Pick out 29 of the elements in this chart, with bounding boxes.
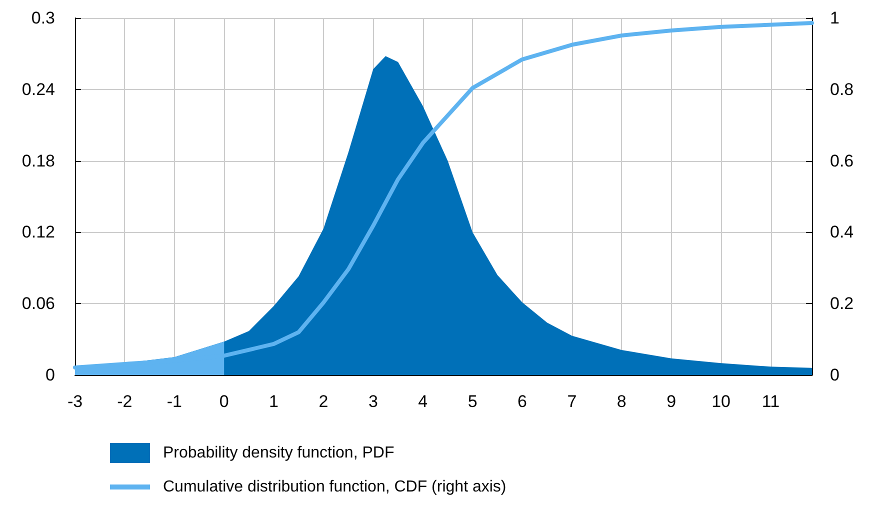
y-tick-label: 0.06 bbox=[22, 294, 55, 314]
x-tick-label: 9 bbox=[666, 392, 676, 411]
y2-tick-label: 0.6 bbox=[830, 151, 854, 170]
y2-tick-label: 0.4 bbox=[830, 222, 854, 242]
x-tick-label: 5 bbox=[468, 392, 478, 411]
x-tick-label: 8 bbox=[616, 392, 626, 411]
y2-tick-label: 0.2 bbox=[830, 294, 854, 314]
y-tick-label: 0 bbox=[46, 366, 55, 384]
x-tick-label: -2 bbox=[117, 392, 132, 411]
y-tick-label: 0.24 bbox=[22, 80, 55, 99]
x-tick-label: 10 bbox=[712, 392, 731, 411]
x-tick-label: 3 bbox=[368, 392, 378, 411]
x-tick-label: 1 bbox=[269, 392, 279, 411]
x-tick-label: 6 bbox=[518, 392, 528, 411]
x-tick-label: 2 bbox=[318, 392, 328, 411]
y2-tick-label: 0 bbox=[830, 366, 840, 384]
y-tick-label: 0.3 bbox=[31, 8, 55, 28]
x-tick-label: -3 bbox=[67, 392, 83, 411]
y-tick-label: 0.12 bbox=[22, 222, 55, 242]
legend-label: Probability density function, PDF bbox=[163, 444, 394, 462]
x-tick-label: 0 bbox=[219, 392, 229, 411]
legend-label: Cumulative distribution function, CDF (right axis) bbox=[163, 478, 506, 496]
y2-tick-label: 0.8 bbox=[830, 80, 854, 99]
x-tick-label: -1 bbox=[166, 392, 182, 411]
x-tick-label: 4 bbox=[418, 392, 428, 411]
y2-tick-label: 1 bbox=[830, 8, 840, 28]
x-tick-label: 11 bbox=[762, 392, 780, 411]
x-tick-label: 7 bbox=[567, 392, 577, 411]
y-tick-label: 0.18 bbox=[22, 151, 55, 170]
